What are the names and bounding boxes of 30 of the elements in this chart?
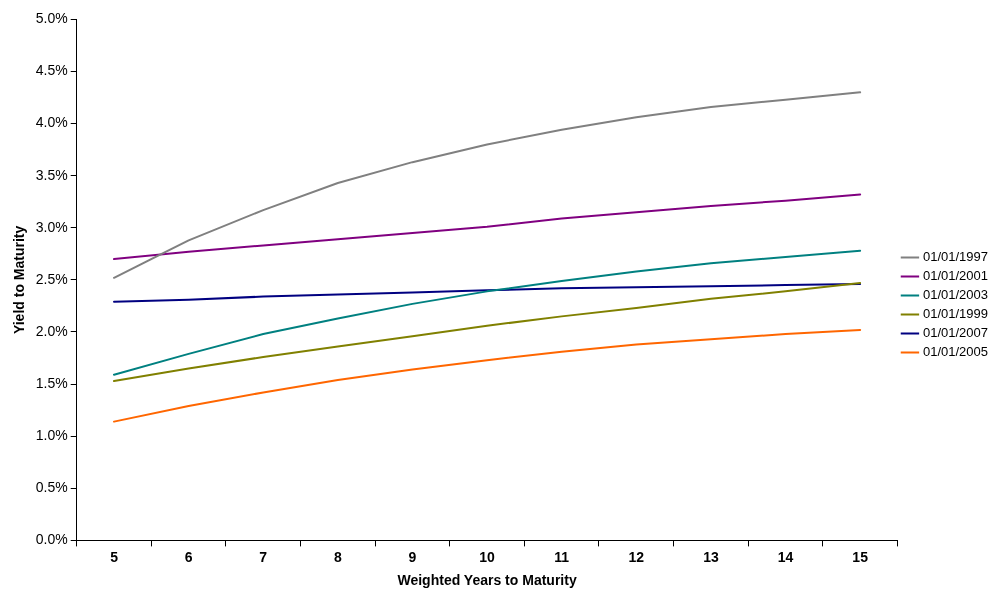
legend-label: 01/01/2005	[922, 344, 989, 360]
legend-label: 01/01/2007	[922, 325, 989, 341]
y-tick-label: 3.0%	[35, 218, 68, 235]
x-tick-label: 14	[777, 548, 794, 565]
legend-label: 01/01/1997	[922, 249, 989, 265]
x-tick-label: 11	[554, 548, 570, 565]
y-axis-title: Yield to Maturity	[11, 225, 28, 335]
x-tick-label: 5	[110, 548, 119, 565]
y-tick-label: 1.5%	[35, 374, 68, 391]
x-tick-label: 12	[628, 548, 645, 565]
legend-label: 01/01/2003	[922, 287, 989, 303]
x-tick-label: 15	[852, 548, 869, 565]
x-tick-label: 10	[479, 548, 496, 565]
y-tick-label: 0.0%	[35, 531, 68, 548]
x-tick-label: 13	[703, 548, 719, 565]
y-tick-label: 5.0%	[35, 10, 68, 27]
y-tick-label: 3.5%	[35, 166, 68, 183]
x-tick-label: 7	[259, 548, 268, 565]
x-tick-label: 9	[408, 548, 417, 565]
x-tick-label: 6	[184, 548, 193, 565]
legend-label: 01/01/2001	[922, 268, 989, 284]
y-tick-label: 0.5%	[35, 479, 68, 496]
y-tick-label: 2.0%	[35, 322, 68, 339]
y-tick-label: 2.5%	[35, 270, 68, 287]
legend-label: 01/01/1999	[922, 306, 989, 322]
y-tick-label: 4.5%	[35, 62, 68, 79]
y-tick-label: 4.0%	[35, 114, 68, 131]
x-axis-title: Weighted Years to Maturity	[397, 572, 577, 589]
y-tick-label: 1.0%	[35, 427, 68, 444]
x-tick-label: 8	[333, 548, 342, 565]
